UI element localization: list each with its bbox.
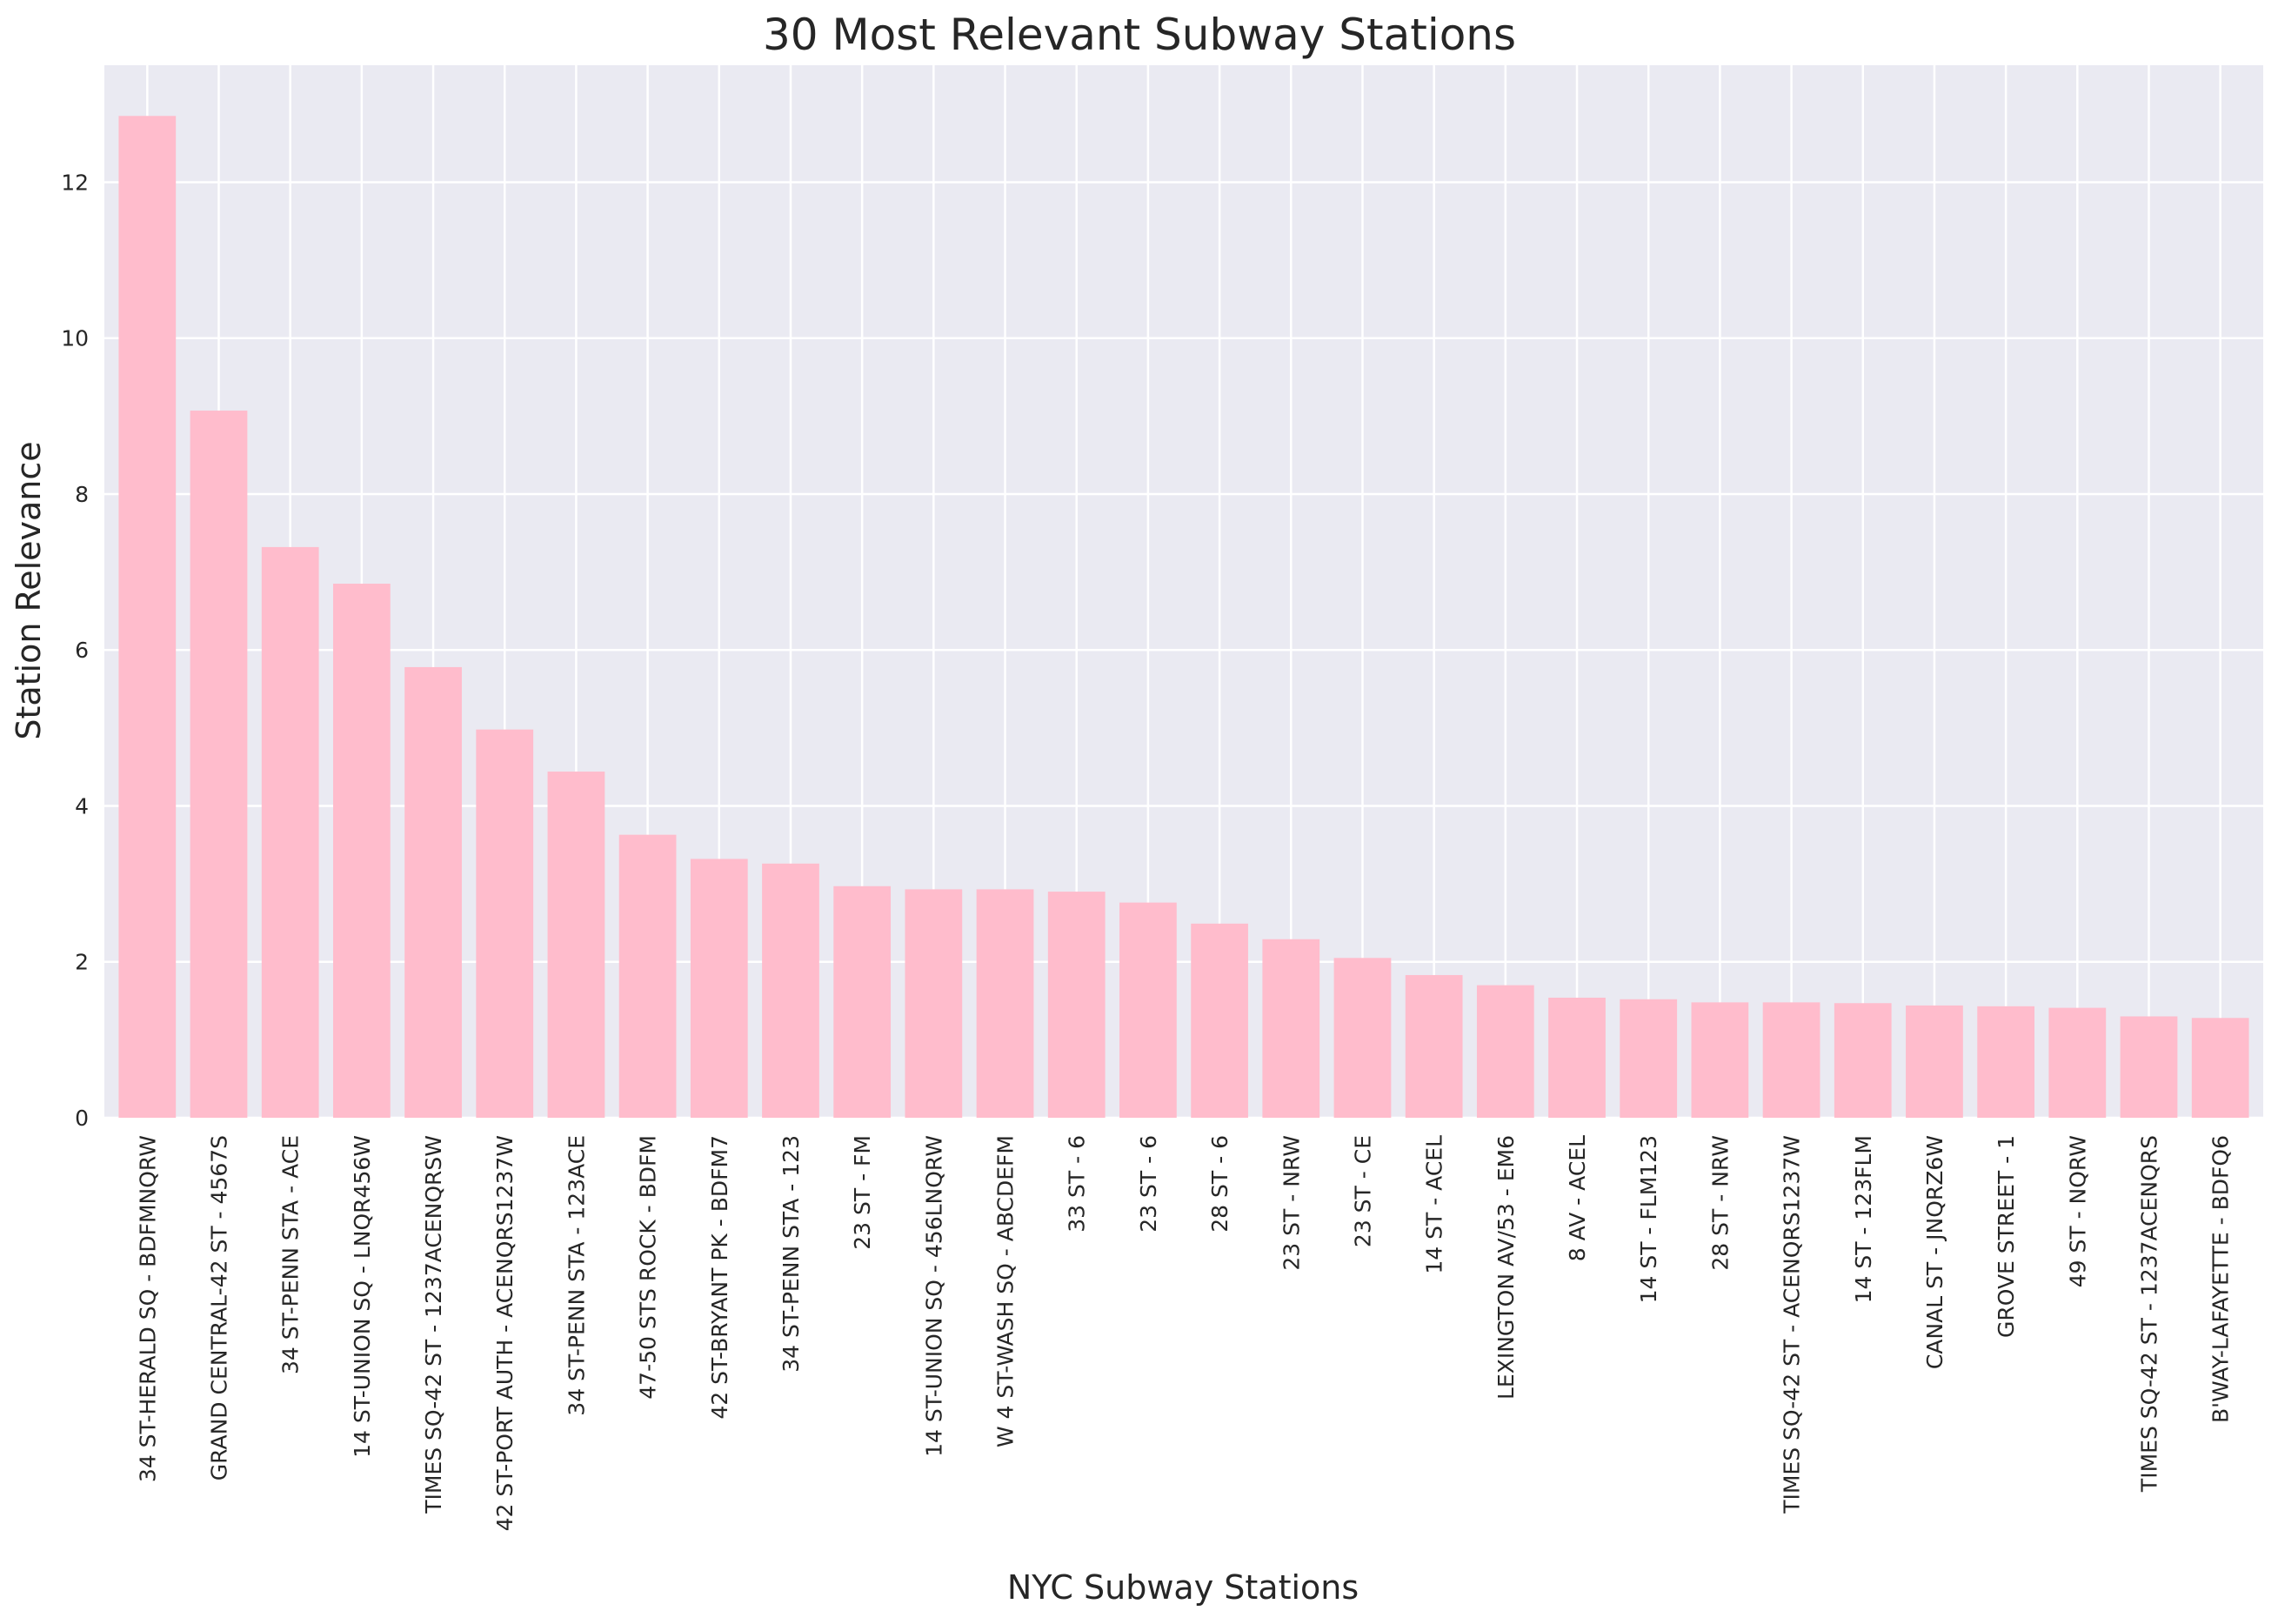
x-tick-label-25: CANAL ST - JNQRZ6W [1922, 1135, 1947, 1369]
x-tick-label-2: 34 ST-PENN STA - ACE [278, 1135, 304, 1374]
x-tick-label-28: TIMES SQ-42 ST - 1237ACENQRS [2137, 1135, 2162, 1493]
bar-23 [1762, 1002, 1820, 1118]
x-tick-label-9: 34 ST-PENN STA - 123 [778, 1135, 804, 1373]
x-tick-label-17: 23 ST - CE [1350, 1135, 1375, 1247]
x-tick-label-10: 23 ST - FM [850, 1135, 875, 1250]
x-tick-label-3: 14 ST-UNION SQ - LNQR456W [350, 1135, 375, 1458]
x-tick-label-12: W 4 ST-WASH SQ - ABCDEFM [993, 1135, 1019, 1447]
bar-9 [762, 863, 819, 1118]
bar-16 [1262, 939, 1320, 1118]
x-tick-label-20: 8 AV - ACEL [1565, 1135, 1590, 1261]
bar-10 [833, 886, 892, 1118]
y-tick-label-0: 0 [75, 1106, 89, 1131]
y-tick-label-5: 10 [61, 326, 89, 351]
x-tick-label-4: TIMES SQ-42 ST - 1237ACENQRSW [421, 1135, 446, 1514]
x-tick-label-26: GROVE STREET - 1 [1994, 1135, 2019, 1338]
y-axis-ticks: 0 2 4 6 8 10 12 [61, 170, 89, 1131]
x-tick-label-14: 23 ST - 6 [1136, 1135, 1161, 1233]
x-tick-label-19: LEXINGTON AV/53 - EM6 [1493, 1135, 1519, 1400]
x-tick-label-7: 47-50 STS ROCK - BDFM [636, 1135, 661, 1400]
x-tick-label-24: 14 ST - 123FLM [1851, 1135, 1876, 1303]
x-tick-label-27: 49 ST - NQRW [2065, 1135, 2090, 1287]
bar-3 [332, 584, 391, 1118]
x-tick-label-18: 14 ST - ACEL [1422, 1135, 1447, 1274]
x-tick-label-29: B'WAY-LAFAYETTE - BDFQ6 [2208, 1135, 2234, 1423]
bar-13 [1047, 892, 1106, 1118]
y-tick-label-3: 6 [75, 638, 89, 663]
bar-8 [690, 859, 748, 1118]
x-tick-label-15: 28 ST - 6 [1207, 1135, 1233, 1233]
bar-14 [1119, 902, 1177, 1118]
bar-17 [1333, 958, 1392, 1118]
bar-5 [476, 729, 534, 1118]
bar-1 [190, 411, 248, 1118]
x-tick-label-11: 14 ST-UNION SQ - 456LNQRW [921, 1135, 946, 1457]
bar-28 [2120, 1016, 2178, 1118]
y-tick-label-6: 12 [61, 170, 89, 195]
x-tick-label-22: 28 ST - NRW [1707, 1135, 1733, 1271]
chart-title: 30 Most Relevant Subway Stations [763, 10, 1516, 60]
bar-12 [976, 889, 1034, 1118]
plot-area [104, 65, 2263, 1118]
bar-6 [547, 772, 605, 1118]
x-tick-label-21: 14 ST - FLM123 [1636, 1135, 1661, 1303]
x-tick-label-0: 34 ST-HERALD SQ - BDFMNQRW [135, 1135, 160, 1482]
bar-15 [1191, 923, 1248, 1118]
x-tick-label-16: 23 ST - NRW [1279, 1135, 1304, 1271]
bar-21 [1620, 999, 1678, 1118]
x-tick-label-5: 42 ST-PORT AUTH - ACENQRS1237W [492, 1135, 518, 1531]
y-tick-label-2: 4 [75, 793, 89, 819]
bar-29 [2191, 1018, 2249, 1118]
y-tick-label-4: 8 [75, 482, 89, 507]
x-tick-label-8: 42 ST-BRYANT PK - BDFM7 [707, 1135, 732, 1420]
bar-18 [1405, 974, 1463, 1118]
x-tick-label-13: 33 ST - 6 [1065, 1135, 1090, 1233]
bar-25 [1906, 1005, 1963, 1118]
bar-27 [2048, 1007, 2107, 1118]
bar-7 [618, 834, 677, 1118]
bar-19 [1476, 985, 1534, 1118]
bar-2 [261, 546, 319, 1118]
bar-20 [1548, 997, 1606, 1118]
x-tick-label-1: GRAND CENTRAL-42 ST - 4567S [206, 1135, 231, 1480]
bar-11 [905, 889, 963, 1118]
bar-24 [1834, 1003, 1892, 1118]
bar-26 [1977, 1006, 2035, 1118]
x-tick-label-23: TIMES SQ-42 ST - ACENQRS1237W [1780, 1135, 1805, 1514]
x-tick-label-6: 34 ST-PENN STA - 123ACE [564, 1135, 589, 1416]
y-tick-label-1: 2 [75, 950, 89, 975]
x-axis-label: NYC Subway Stations [1007, 1568, 1359, 1607]
bar-4 [404, 666, 462, 1118]
bar-22 [1691, 1002, 1749, 1118]
bars [118, 116, 2249, 1118]
y-axis-label: Station Relevance [10, 441, 48, 739]
bar-0 [118, 116, 177, 1118]
x-axis-ticks: 34 ST-HERALD SQ - BDFMNQRW GRAND CENTRAL-… [135, 1135, 2233, 1531]
